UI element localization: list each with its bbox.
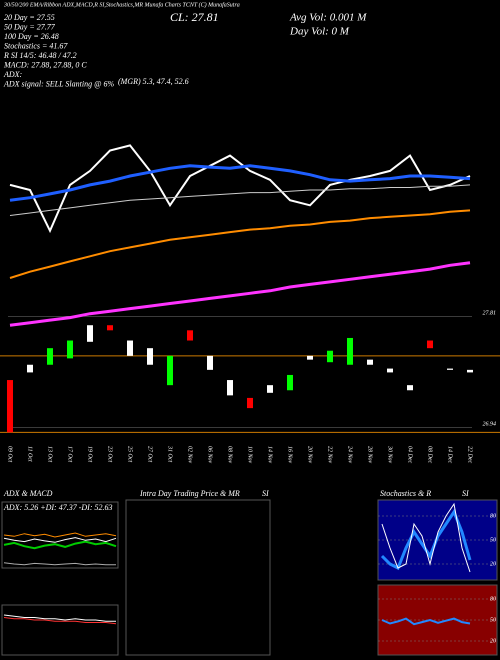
series-line	[381, 502, 471, 573]
candle	[327, 350, 333, 363]
panel-box	[377, 584, 498, 656]
y-tick-label: 80	[490, 596, 496, 602]
x-tick-label: 24 Nov	[347, 446, 354, 464]
panel-title: Intra Day Trading Price & MR	[139, 489, 240, 498]
x-tick-label: 22 Nov	[327, 446, 333, 464]
panel-annotation: ADX: 5.26 +DI: 47.37 -DI: 52.63	[3, 503, 113, 512]
series-line	[9, 184, 471, 216]
candle	[27, 364, 33, 373]
day-volume: Day Vol: 0 M	[289, 26, 350, 38]
header-line: ADX:	[3, 70, 23, 79]
panel-subtitle: SI	[462, 489, 469, 498]
panel-box	[1, 604, 119, 656]
series-line	[3, 614, 116, 622]
avg-volume: Avg Vol: 0.001 M	[289, 12, 367, 24]
x-tick-label: 10 Nov	[247, 446, 253, 464]
panel-subtitle: SI	[262, 489, 269, 498]
header-line: Stochastics = 41.67	[4, 41, 68, 50]
candle	[127, 340, 133, 356]
series-line	[9, 261, 471, 327]
candle	[107, 325, 113, 331]
candle	[7, 380, 13, 433]
series-line	[9, 164, 471, 202]
candle	[67, 340, 73, 359]
candle	[407, 385, 413, 391]
series-line	[3, 617, 117, 625]
y-tick-label: 50	[490, 537, 496, 543]
candle	[387, 368, 393, 373]
candle	[447, 368, 453, 370]
series-line	[3, 532, 117, 538]
x-tick-label: 13 Oct	[47, 446, 53, 462]
candle	[267, 385, 273, 393]
candle	[367, 359, 373, 365]
series-line	[9, 209, 471, 279]
header-line: 100 Day = 26.48	[4, 32, 59, 41]
x-tick-label: 23 Oct	[107, 446, 113, 462]
x-tick-label: 31 Oct	[167, 445, 173, 462]
series-line	[3, 562, 116, 566]
y-tick-label: 27.81	[483, 311, 497, 317]
candle	[427, 340, 433, 349]
series-line	[3, 537, 117, 543]
mgr: (MGR) 5.3, 47.4, 52.6	[118, 77, 189, 86]
header-line: 20 Day = 27.55	[4, 13, 55, 22]
candle	[287, 374, 293, 391]
candle	[227, 380, 233, 396]
panel-box	[125, 499, 271, 656]
x-tick-label: 02 Nov	[187, 446, 193, 464]
x-tick-label: 14 Nov	[267, 446, 274, 464]
candle	[187, 330, 193, 341]
panel-title: ADX & MACD	[3, 489, 53, 498]
y-tick-label: 20	[490, 638, 496, 644]
x-tick-label: 11 Oct	[27, 446, 33, 462]
x-tick-label: 16 Nov	[287, 446, 293, 464]
x-tick-label: 08 Dec	[427, 446, 433, 463]
x-tick-label: 22 Dec	[467, 446, 473, 463]
candle	[247, 397, 253, 409]
y-tick-label: 26.94	[483, 421, 497, 428]
candle	[47, 348, 53, 365]
candle	[347, 337, 353, 365]
header-line: R SI 14/5: 46.48 / 47.2	[3, 51, 77, 60]
panel-title: Stochastics & R	[380, 489, 431, 498]
candle	[147, 348, 153, 365]
x-tick-label: 06 Nov	[207, 446, 213, 464]
header-line: 50 Day = 27.77	[4, 22, 56, 31]
header-line: MACD: 27.88, 27.88, 0 C	[3, 60, 87, 69]
x-tick-label: 20 Nov	[307, 446, 313, 464]
close-price: CL: 27.81	[170, 10, 219, 24]
candle	[87, 325, 93, 342]
x-tick-label: 09 Oct	[7, 446, 13, 462]
y-tick-label: 80	[490, 513, 496, 519]
series-line	[9, 144, 471, 234]
series-line	[3, 540, 117, 550]
x-tick-label: 04 Dec	[407, 446, 414, 463]
x-tick-label: 25 Oct	[127, 446, 133, 462]
header-line: ADX signal: SELL Slanting @ 6%	[3, 79, 114, 88]
x-tick-label: 28 Nov	[367, 446, 373, 464]
candle	[467, 369, 473, 373]
y-tick-label: 50	[490, 617, 496, 623]
candle	[207, 355, 213, 370]
x-tick-label: 17 Oct	[67, 446, 73, 462]
candle	[307, 355, 313, 360]
series-line	[381, 617, 471, 626]
x-tick-label: 19 Oct	[87, 446, 93, 462]
x-tick-label: 14 Dec	[447, 446, 454, 463]
y-tick-label: 20	[490, 561, 496, 567]
x-tick-label: 08 Nov	[227, 446, 233, 464]
x-tick-label: 30 Nov	[387, 445, 393, 464]
header-top: 30/50/200 EMA/Ribbon ADX,MACD,R SI,Stoch…	[3, 1, 240, 8]
x-tick-label: 27 Oct	[147, 446, 153, 462]
candle	[167, 355, 173, 386]
